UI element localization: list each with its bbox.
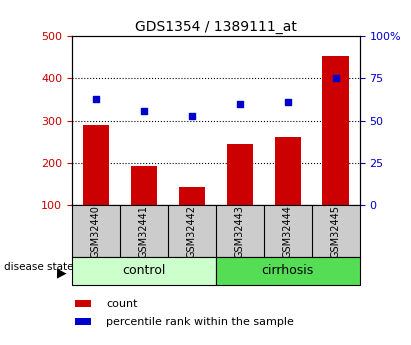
Bar: [323, 56, 349, 205]
Bar: [275, 137, 301, 205]
Point: [141, 108, 147, 114]
Text: control: control: [122, 264, 166, 277]
Bar: [131, 166, 157, 205]
Text: GSM32444: GSM32444: [283, 205, 293, 258]
Text: disease state: disease state: [4, 263, 74, 272]
Title: GDS1354 / 1389111_at: GDS1354 / 1389111_at: [135, 20, 297, 34]
Text: GSM32440: GSM32440: [91, 205, 101, 258]
Text: cirrhosis: cirrhosis: [261, 264, 314, 277]
Bar: [83, 125, 109, 205]
Point: [92, 96, 99, 101]
Text: GSM32441: GSM32441: [139, 205, 149, 258]
Text: GSM32443: GSM32443: [235, 205, 245, 258]
Text: percentile rank within the sample: percentile rank within the sample: [106, 317, 294, 327]
Point: [189, 113, 195, 118]
Point: [284, 99, 291, 105]
Bar: [216, 257, 360, 285]
Bar: [72, 257, 216, 285]
Point: [236, 101, 243, 107]
Bar: [75, 300, 90, 307]
Bar: [226, 144, 253, 205]
Text: count: count: [106, 299, 138, 309]
Text: GSM32445: GSM32445: [331, 205, 341, 258]
Bar: [179, 187, 205, 205]
Text: GSM32442: GSM32442: [187, 205, 197, 258]
Bar: [75, 318, 90, 325]
Text: ▶: ▶: [57, 266, 67, 279]
Point: [332, 76, 339, 81]
